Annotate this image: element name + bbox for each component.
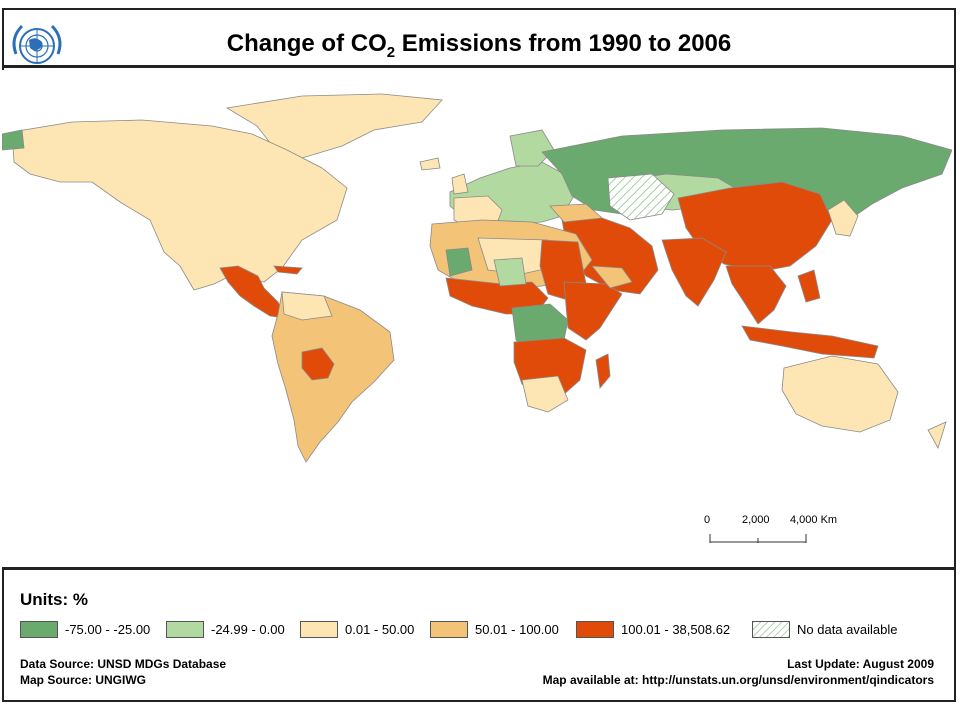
legend-label: No data available [797, 622, 898, 637]
legend-label: 50.01 - 100.00 [475, 622, 559, 637]
region-south-africa [521, 375, 569, 413]
region-japan-korea [827, 199, 859, 237]
legend-swatch [20, 621, 58, 638]
legend-label: 100.01 - 38,508.62 [621, 622, 731, 637]
region-horn-of-africa [591, 265, 633, 289]
region-scandinavia [509, 129, 555, 167]
legend-swatch-hatched [752, 621, 790, 638]
region-west-africa-green [445, 247, 473, 277]
map-title: Change of CO2 Emissions from 1990 to 200… [226, 30, 732, 61]
scale-tick-0: 0 [704, 514, 711, 526]
scale-tick-2000: 2,000 [742, 514, 770, 526]
region-australia [781, 355, 899, 433]
region-uk [451, 173, 469, 195]
scale-bar: 0 2,000 4,000 Km [704, 514, 837, 550]
region-western-tip [1, 129, 25, 151]
region-indonesia [741, 325, 879, 359]
region-philippines [797, 269, 821, 303]
legend-swatch [430, 621, 468, 638]
legend-label: -75.00 - -25.00 [65, 622, 151, 637]
world-map-svg [1, 70, 953, 567]
region-east-africa [563, 281, 623, 341]
region-southeast-asia [725, 265, 787, 325]
region-new-zealand [927, 421, 947, 450]
region-niger [493, 257, 527, 287]
legend-swatch [300, 621, 338, 638]
update-block: Last Update: August 2009 Map available a… [543, 656, 934, 688]
source-block: Data Source: UNSD MDGs Database Map Sour… [20, 656, 226, 688]
legend-swatch [576, 621, 614, 638]
region-bolivia [301, 347, 335, 381]
scale-tick-4000: 4,000 Km [790, 514, 838, 526]
map-available-at: Map available at: http://unstats.un.org/… [542, 673, 934, 687]
map-source: Map Source: UNGIWG [20, 673, 147, 687]
region-north-south-america [281, 291, 333, 321]
legend-label: -24.99 - 0.00 [211, 622, 285, 637]
legend-swatch [166, 621, 204, 638]
header: Change of CO2 Emissions from 1990 to 200… [2, 8, 956, 68]
world-map [1, 70, 956, 570]
region-south-america [271, 291, 395, 463]
legend-units-label: Units: % [20, 590, 88, 609]
data-source: Data Source: UNSD MDGs Database [20, 657, 227, 671]
region-madagascar [595, 353, 611, 389]
region-caribbean [273, 265, 303, 275]
legend-label: 0.01 - 50.00 [345, 622, 415, 637]
last-update: Last Update: August 2009 [787, 657, 934, 671]
scale-bar-line [709, 534, 807, 543]
un-emblem-icon [12, 24, 62, 64]
region-greenland [225, 93, 443, 159]
region-central-asia-nodata [607, 173, 675, 221]
region-turkey [549, 203, 603, 223]
region-iceland [419, 157, 441, 171]
region-india [661, 237, 727, 307]
